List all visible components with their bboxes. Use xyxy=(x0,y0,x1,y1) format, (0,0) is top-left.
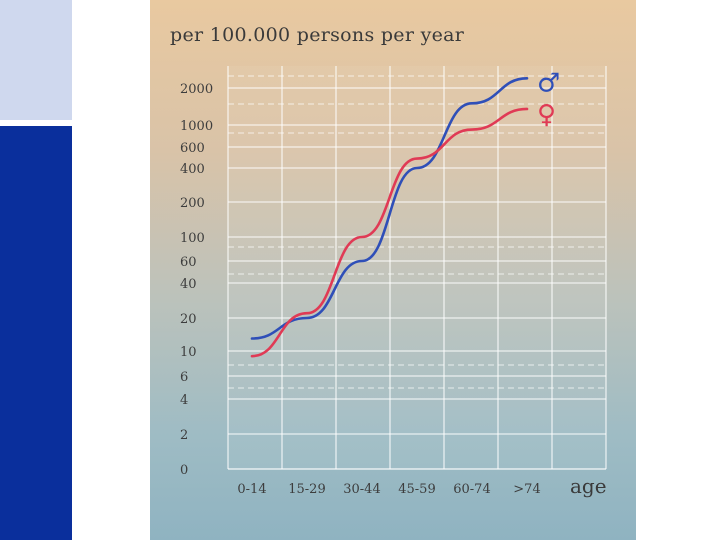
x-tick-label: 30-44 xyxy=(343,482,380,497)
y-tick-label: 200 xyxy=(180,196,205,211)
y-tick-label: 2000 xyxy=(180,82,213,97)
x-tick-label: >74 xyxy=(513,482,540,497)
sidebar-top-panel xyxy=(0,0,72,120)
y-tick-label: 400 xyxy=(180,162,205,177)
sidebar-bottom-panel xyxy=(0,126,72,540)
y-tick-label: 40 xyxy=(180,277,197,292)
y-tick-label: 6 xyxy=(180,370,188,385)
y-tick-label: 60 xyxy=(180,255,197,270)
y-tick-label: 0 xyxy=(180,463,188,478)
y-tick-label: 100 xyxy=(180,231,205,246)
series-line-1 xyxy=(250,107,529,358)
female-symbol-icon: ♀ xyxy=(537,100,556,130)
series-group: ♂♀ xyxy=(250,68,560,358)
x-tick-label: 60-74 xyxy=(453,482,490,497)
y-tick-label: 600 xyxy=(180,141,205,156)
x-axis-ticks: 0-14 15-29 30-44 45-59 60-74 >74 xyxy=(237,482,540,497)
x-tick-label: 15-29 xyxy=(288,482,325,497)
sidebar-divider xyxy=(0,120,72,126)
y-tick-label: 2 xyxy=(180,428,188,443)
x-tick-label: 45-59 xyxy=(398,482,435,497)
chart-figure: per 100.000 persons per year 2000 1000 600… xyxy=(150,0,636,540)
series-line-0 xyxy=(250,76,529,340)
x-tick-label: 0-14 xyxy=(237,482,266,497)
x-axis-label: age xyxy=(570,474,607,498)
grid xyxy=(227,66,607,470)
male-symbol-icon: ♂ xyxy=(537,68,560,98)
chart-title: per 100.000 persons per year xyxy=(170,24,465,46)
y-tick-label: 4 xyxy=(180,393,188,408)
y-tick-label: 1000 xyxy=(180,119,213,134)
y-tick-label: 10 xyxy=(180,345,197,360)
y-tick-label: 20 xyxy=(180,312,197,327)
